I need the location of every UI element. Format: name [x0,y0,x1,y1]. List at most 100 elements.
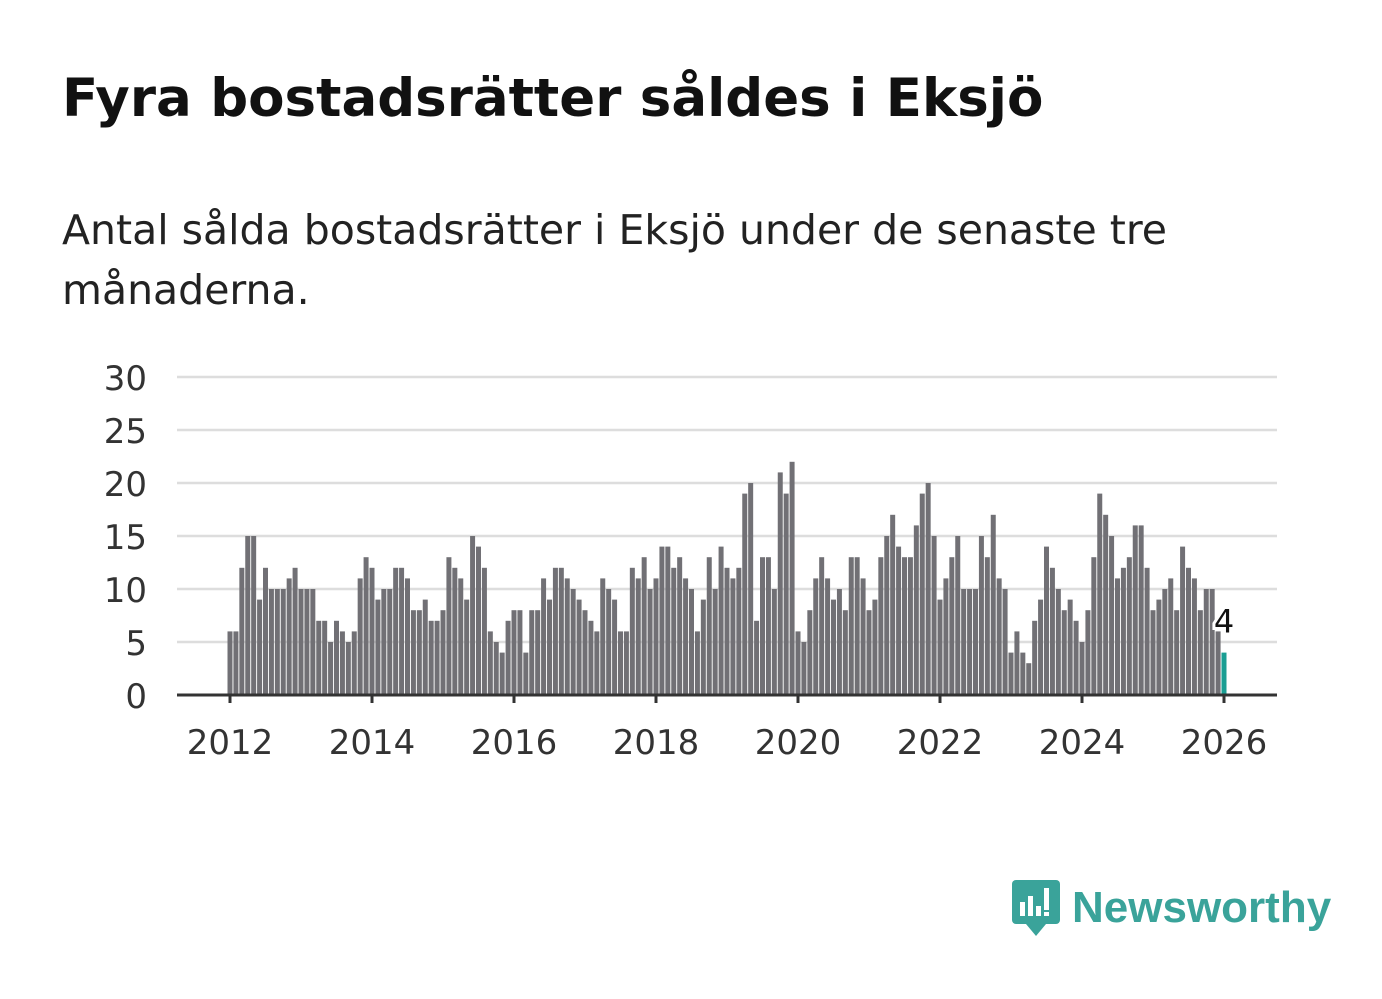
bar [1008,652,1014,695]
bar [748,483,754,695]
x-tick-label: 2020 [755,723,842,763]
bar [1103,514,1109,695]
bar [310,589,316,695]
bar [1209,589,1215,695]
bar [807,610,813,695]
bar [416,610,422,695]
bar [937,599,943,695]
y-tick-label: 5 [125,624,147,664]
bar [339,631,345,695]
chart-subtitle: Antal sålda bostadsrätter i Eksjö under … [62,206,1167,314]
y-tick-label: 0 [125,677,147,717]
x-tick-label: 2024 [1039,723,1126,763]
bar [742,493,748,695]
bar [913,525,919,695]
bar-highlight [1221,652,1227,695]
bar [760,557,765,695]
chart-title: Fyra bostadsrätter såldes i Eksjö [62,68,1044,129]
bar [866,610,872,695]
bar [298,589,304,695]
bar [1150,610,1156,695]
bar [795,631,801,695]
bar [641,557,647,695]
bar [328,642,334,695]
bar [606,589,612,695]
bar [541,578,547,695]
bar [588,620,594,695]
bar [600,578,606,695]
bar [1197,610,1203,695]
bar [689,589,694,695]
bar [860,578,866,695]
bar [902,557,907,695]
x-tick-label: 2014 [329,723,416,763]
bar [458,578,464,695]
bar [736,567,742,695]
bar [996,578,1002,695]
bar [393,567,399,695]
bar [387,589,393,695]
bar [801,642,807,695]
bar [322,620,328,695]
x-tick-label: 2012 [187,723,274,763]
bar [505,620,511,695]
bar [547,599,552,695]
bar [405,578,410,695]
bar [813,578,819,695]
bar [1097,493,1103,695]
bar [671,567,677,695]
bar [647,589,653,695]
bar [967,589,973,695]
bar [481,567,487,695]
bar [949,557,955,695]
bar [1126,557,1132,695]
bar [280,589,286,695]
bar [446,557,452,695]
bar [700,599,706,695]
x-tick-label: 2022 [897,723,984,763]
bar [1049,567,1055,695]
bar [629,567,635,695]
bar [884,536,890,695]
last-value-label: 4 [1214,603,1234,641]
bar [612,599,618,695]
bar [334,620,339,695]
bar [594,631,600,695]
bar [1002,589,1008,695]
bar [890,514,896,695]
bar [558,567,564,695]
bar [1120,567,1126,695]
bar [1055,589,1061,695]
bar [1144,567,1150,695]
bar [452,567,458,695]
bar [511,610,517,695]
bar [973,589,978,695]
bar [618,631,623,695]
bar [345,642,351,695]
bar [724,567,730,695]
bar [1026,663,1032,695]
bar [990,514,996,695]
bar [227,631,233,695]
bar [1162,589,1168,695]
bar [476,546,481,695]
bar [257,599,263,695]
bar [552,567,558,695]
bar [694,631,700,695]
bar [730,578,736,695]
bar [440,610,446,695]
bar [381,589,387,695]
bar [1014,631,1020,695]
x-tick-label: 2018 [613,723,700,763]
bar [268,589,274,695]
bar [712,589,718,695]
bar [399,567,405,695]
bar [1085,610,1091,695]
bar [1138,525,1144,695]
bar [978,536,984,695]
bar [564,578,570,695]
bar [1109,536,1115,695]
bar [943,578,949,695]
bar [984,557,990,695]
bar [286,578,292,695]
